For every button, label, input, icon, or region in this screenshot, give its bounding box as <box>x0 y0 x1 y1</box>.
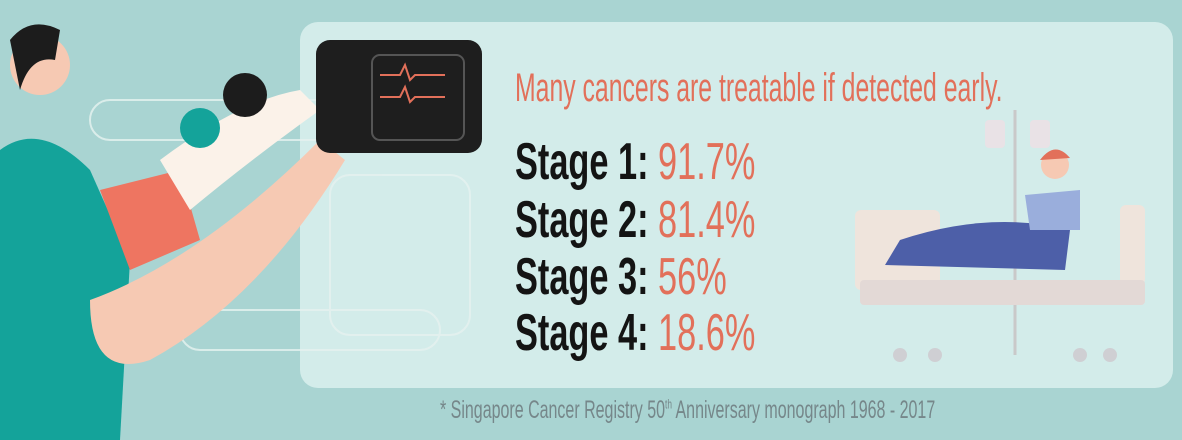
nurse-illustration <box>0 24 482 440</box>
source-footnote: * Singapore Cancer Registry 50th Anniver… <box>440 396 936 424</box>
patient-bed-illustration <box>855 110 1145 362</box>
stage-value: 56% <box>658 248 727 306</box>
stage-value: 81.4% <box>658 191 756 249</box>
stage-label: Stage 2: <box>515 191 649 249</box>
stage-value: 91.7% <box>658 133 756 191</box>
stage-4-row: Stage 4: 18.6% <box>515 303 879 363</box>
stage-label: Stage 3: <box>515 248 649 306</box>
stage-1-row: Stage 1: 91.7% <box>515 132 879 192</box>
stage-label: Stage 1: <box>515 133 649 191</box>
stage-3-row: Stage 3: 56% <box>515 247 836 307</box>
stage-label: Stage 4: <box>515 304 649 362</box>
stage-2-row: Stage 2: 81.4% <box>515 190 879 250</box>
headline: Many cancers are treatable if detected e… <box>515 66 1003 110</box>
stage-value: 18.6% <box>658 304 756 362</box>
